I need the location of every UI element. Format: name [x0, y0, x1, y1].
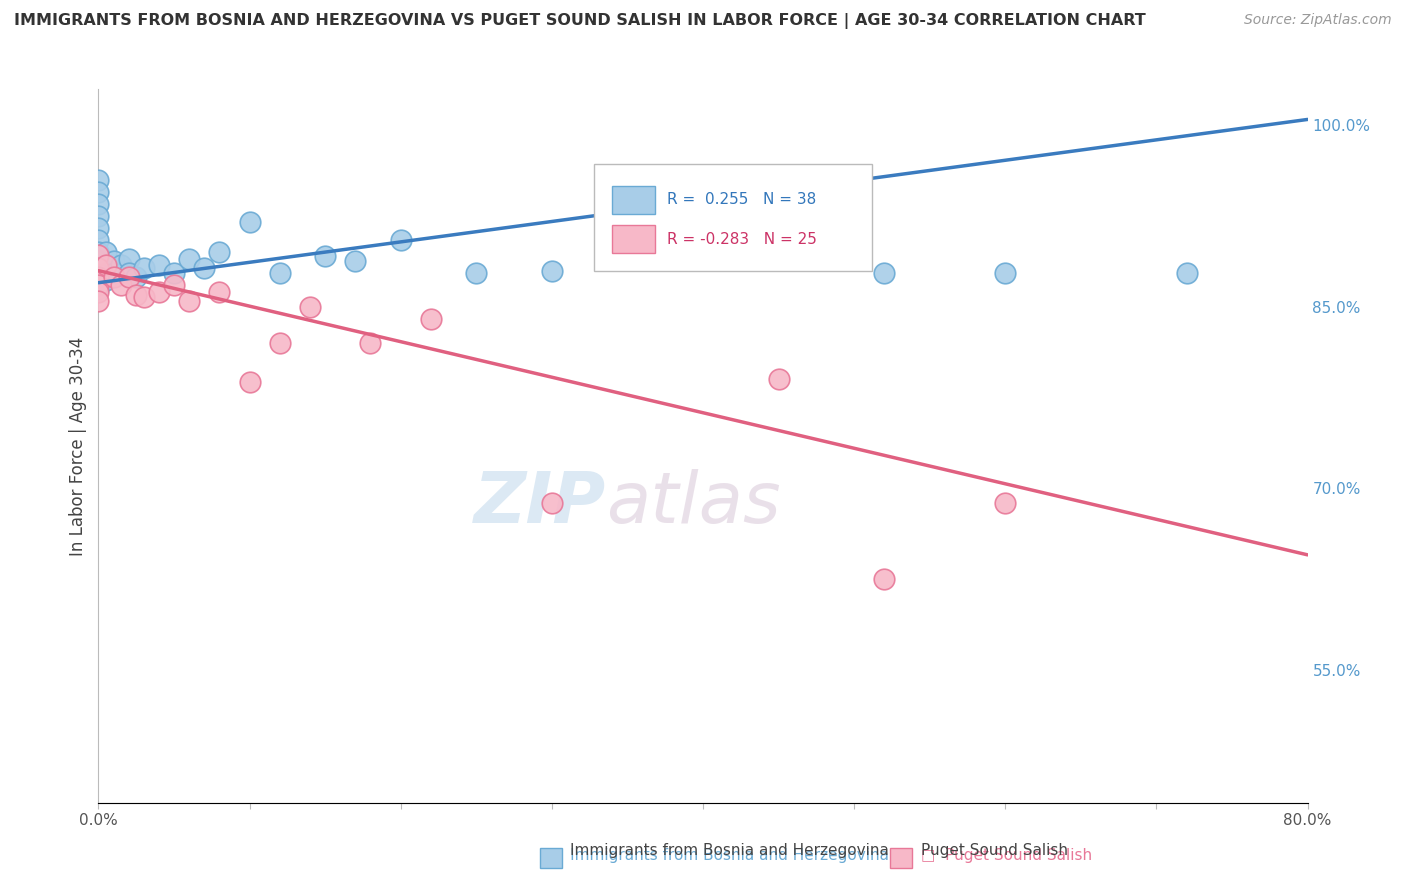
- Text: R = -0.283   N = 25: R = -0.283 N = 25: [666, 232, 817, 246]
- Point: [163, 278, 186, 293]
- FancyBboxPatch shape: [613, 225, 655, 253]
- Point: [768, 372, 790, 386]
- Text: □  Immigrants from Bosnia and Herzegovina: □ Immigrants from Bosnia and Herzegovina: [546, 848, 889, 863]
- Y-axis label: In Labor Force | Age 30-34: In Labor Force | Age 30-34: [69, 336, 87, 556]
- Text: atlas: atlas: [606, 468, 780, 538]
- Point: [148, 258, 170, 272]
- Point: [94, 260, 117, 274]
- Point: [540, 263, 562, 277]
- Point: [87, 293, 110, 308]
- Point: [110, 278, 132, 293]
- Point: [87, 278, 110, 293]
- Point: [87, 221, 110, 235]
- Point: [132, 261, 155, 276]
- FancyBboxPatch shape: [540, 848, 561, 869]
- Point: [87, 254, 110, 268]
- FancyBboxPatch shape: [595, 164, 872, 271]
- Point: [1175, 266, 1198, 280]
- Point: [87, 245, 110, 260]
- Point: [616, 249, 638, 263]
- Point: [87, 233, 110, 247]
- Point: [87, 197, 110, 211]
- Point: [420, 312, 443, 326]
- Point: [208, 245, 231, 260]
- Point: [344, 254, 367, 268]
- Point: [132, 290, 155, 304]
- Text: Immigrants from Bosnia and Herzegovina: Immigrants from Bosnia and Herzegovina: [569, 844, 889, 858]
- Point: [94, 245, 117, 260]
- Point: [873, 572, 896, 586]
- Point: [103, 269, 125, 284]
- Point: [269, 336, 291, 351]
- Point: [118, 252, 141, 266]
- Point: [110, 258, 132, 272]
- Point: [87, 209, 110, 223]
- FancyBboxPatch shape: [890, 848, 912, 869]
- Point: [87, 248, 110, 262]
- Point: [193, 261, 215, 276]
- Point: [103, 266, 125, 280]
- Point: [87, 269, 110, 284]
- Text: R =  0.255   N = 38: R = 0.255 N = 38: [666, 193, 815, 207]
- FancyBboxPatch shape: [613, 186, 655, 214]
- Point: [125, 288, 148, 302]
- Point: [239, 375, 262, 389]
- Point: [179, 293, 201, 308]
- Point: [994, 496, 1017, 510]
- Point: [314, 249, 336, 263]
- Point: [87, 261, 110, 276]
- Point: [87, 260, 110, 274]
- Point: [360, 336, 382, 351]
- Text: Source: ZipAtlas.com: Source: ZipAtlas.com: [1244, 13, 1392, 28]
- Text: ZIP: ZIP: [474, 468, 606, 538]
- Point: [239, 215, 262, 229]
- Point: [87, 266, 110, 280]
- Point: [148, 285, 170, 300]
- Point: [179, 252, 201, 266]
- Text: □  Puget Sound Salish: □ Puget Sound Salish: [921, 848, 1092, 863]
- Point: [87, 282, 110, 296]
- Point: [208, 285, 231, 300]
- Point: [103, 254, 125, 268]
- Point: [94, 258, 117, 272]
- Point: [118, 266, 141, 280]
- Point: [389, 233, 412, 247]
- Text: IMMIGRANTS FROM BOSNIA AND HERZEGOVINA VS PUGET SOUND SALISH IN LABOR FORCE | AG: IMMIGRANTS FROM BOSNIA AND HERZEGOVINA V…: [14, 13, 1146, 29]
- Point: [465, 266, 488, 280]
- Point: [299, 300, 322, 314]
- Point: [125, 269, 148, 284]
- Point: [994, 266, 1017, 280]
- Point: [87, 272, 110, 286]
- Point: [540, 496, 562, 510]
- Point: [87, 285, 110, 300]
- Text: Puget Sound Salish: Puget Sound Salish: [921, 844, 1067, 858]
- Point: [87, 173, 110, 187]
- Point: [118, 269, 141, 284]
- Point: [873, 266, 896, 280]
- Point: [163, 266, 186, 280]
- Point: [94, 273, 117, 287]
- Point: [87, 185, 110, 199]
- Point: [269, 266, 291, 280]
